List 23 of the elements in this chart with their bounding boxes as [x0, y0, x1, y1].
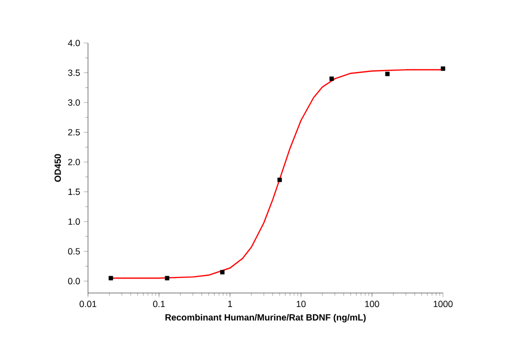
- x-tick-label: 1000: [434, 300, 453, 308]
- point: [329, 76, 334, 81]
- point: [164, 276, 170, 280]
- point: [108, 276, 114, 280]
- y-tick-label: 4.0: [68, 40, 80, 46]
- y-tick-label: 2.5: [68, 129, 80, 136]
- y-axis-title: OD450: [54, 154, 61, 182]
- y-tick-label: 2.0: [68, 158, 80, 166]
- y-tick-label: 0.0: [68, 278, 80, 284]
- y-tick-label: 1.0: [68, 218, 80, 225]
- x-tick-label: 10: [296, 300, 306, 308]
- point: [440, 66, 446, 71]
- x-axis-title: Recombinant Human/Murine/Rat BDNF (ng/mL): [165, 314, 366, 322]
- x-tick-label: 100: [365, 300, 380, 308]
- y-tick-label: 3.5: [68, 70, 80, 76]
- y-tick-label: 3.0: [68, 99, 80, 106]
- y-tick-label: 0.5: [68, 248, 80, 255]
- x-tick-label: 0.01: [80, 300, 96, 308]
- x-tick-label: 0.1: [153, 300, 165, 308]
- y-tick-label: 1.5: [68, 188, 80, 195]
- point: [385, 72, 390, 76]
- point: [220, 270, 225, 274]
- x-tick-label: 1: [228, 300, 232, 307]
